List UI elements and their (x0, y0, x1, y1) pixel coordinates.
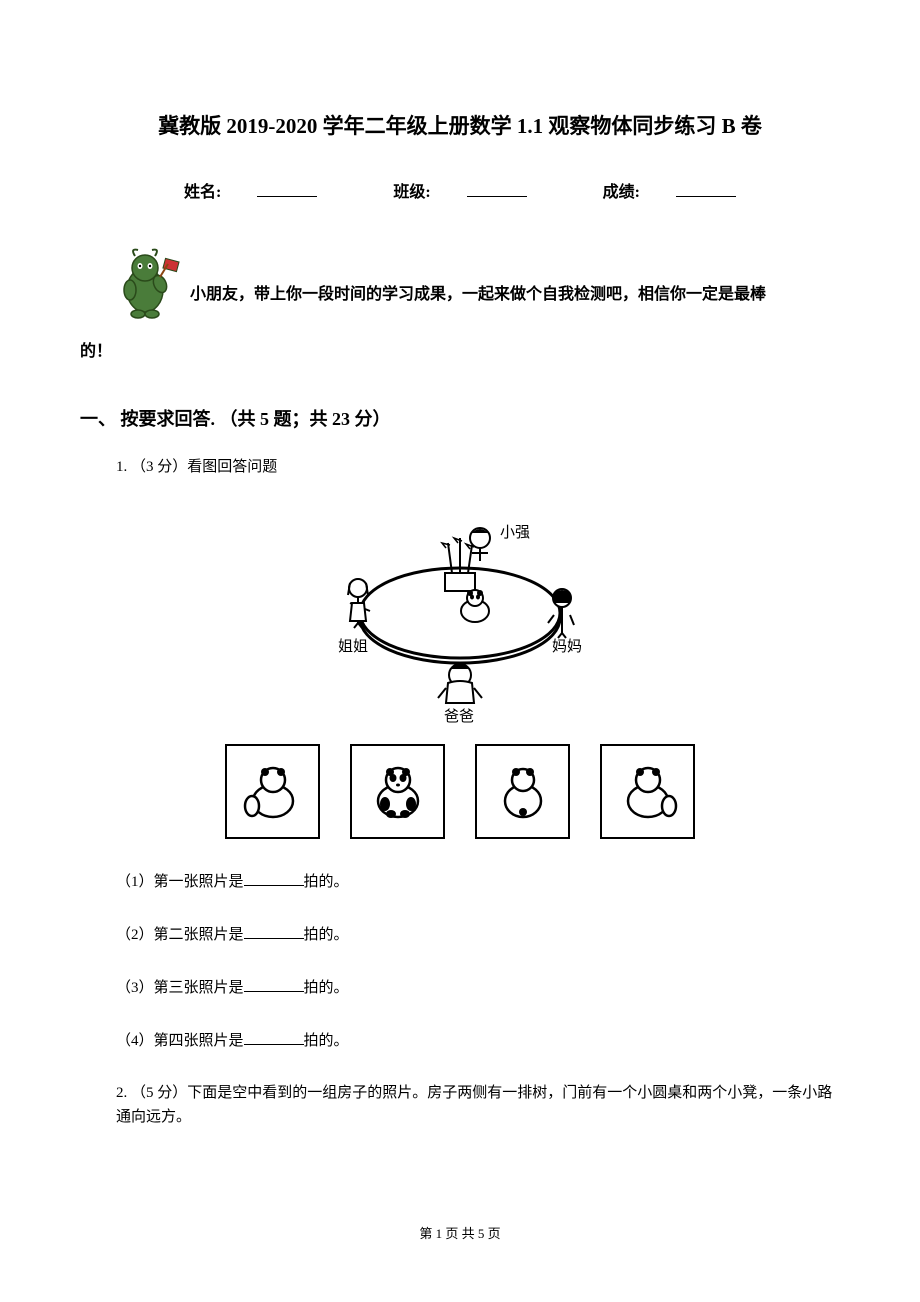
score-label: 成绩: (585, 184, 754, 201)
figure-label-left: 姐姐 (338, 635, 368, 656)
thumbnail-3 (475, 744, 570, 839)
thumbnail-1 (225, 744, 320, 839)
name-label: 姓名: (166, 184, 335, 201)
intro-row: 小朋友，带上你一段时间的学习成果，一起来做个自我检测吧，相信你一定是最棒 (80, 242, 840, 322)
mascot-icon (100, 242, 190, 322)
figure-label-bottom: 爸爸 (444, 705, 474, 726)
question-2-stem: 2. （5 分）下面是空中看到的一组房子的照片。房子两侧有一排树，门前有一个小圆… (116, 1081, 840, 1129)
intro-text-line2: 的！ (80, 330, 840, 375)
sub-question-3: （3）第三张照片是拍的。 (116, 975, 840, 1002)
info-line: 姓名: 班级: 成绩: (80, 178, 840, 202)
sub-question-1: （1）第一张照片是拍的。 (116, 869, 840, 896)
thumbnail-4 (600, 744, 695, 839)
sub-question-4: （4）第四张照片是拍的。 (116, 1028, 840, 1055)
thumbnail-2 (350, 744, 445, 839)
thumbnail-row (80, 744, 840, 839)
question-1-stem: 1. （3 分）看图回答问题 (116, 455, 840, 479)
class-label: 班级: (375, 184, 544, 201)
section-heading: 一、 按要求回答. （共 5 题；共 23 分） (80, 405, 840, 431)
page-title: 冀教版 2019-2020 学年二年级上册数学 1.1 观察物体同步练习 B 卷 (80, 110, 840, 140)
sub-question-2: （2）第二张照片是拍的。 (116, 922, 840, 949)
intro-text-line1: 小朋友，带上你一段时间的学习成果，一起来做个自我检测吧，相信你一定是最棒 (190, 273, 766, 322)
figure-label-right: 妈妈 (552, 635, 582, 656)
page-footer: 第 1 页 共 5 页 (0, 1223, 920, 1242)
figure-label-top: 小强 (500, 521, 530, 542)
question-1-figure: 小强 姐姐 妈妈 爸爸 (80, 503, 840, 839)
